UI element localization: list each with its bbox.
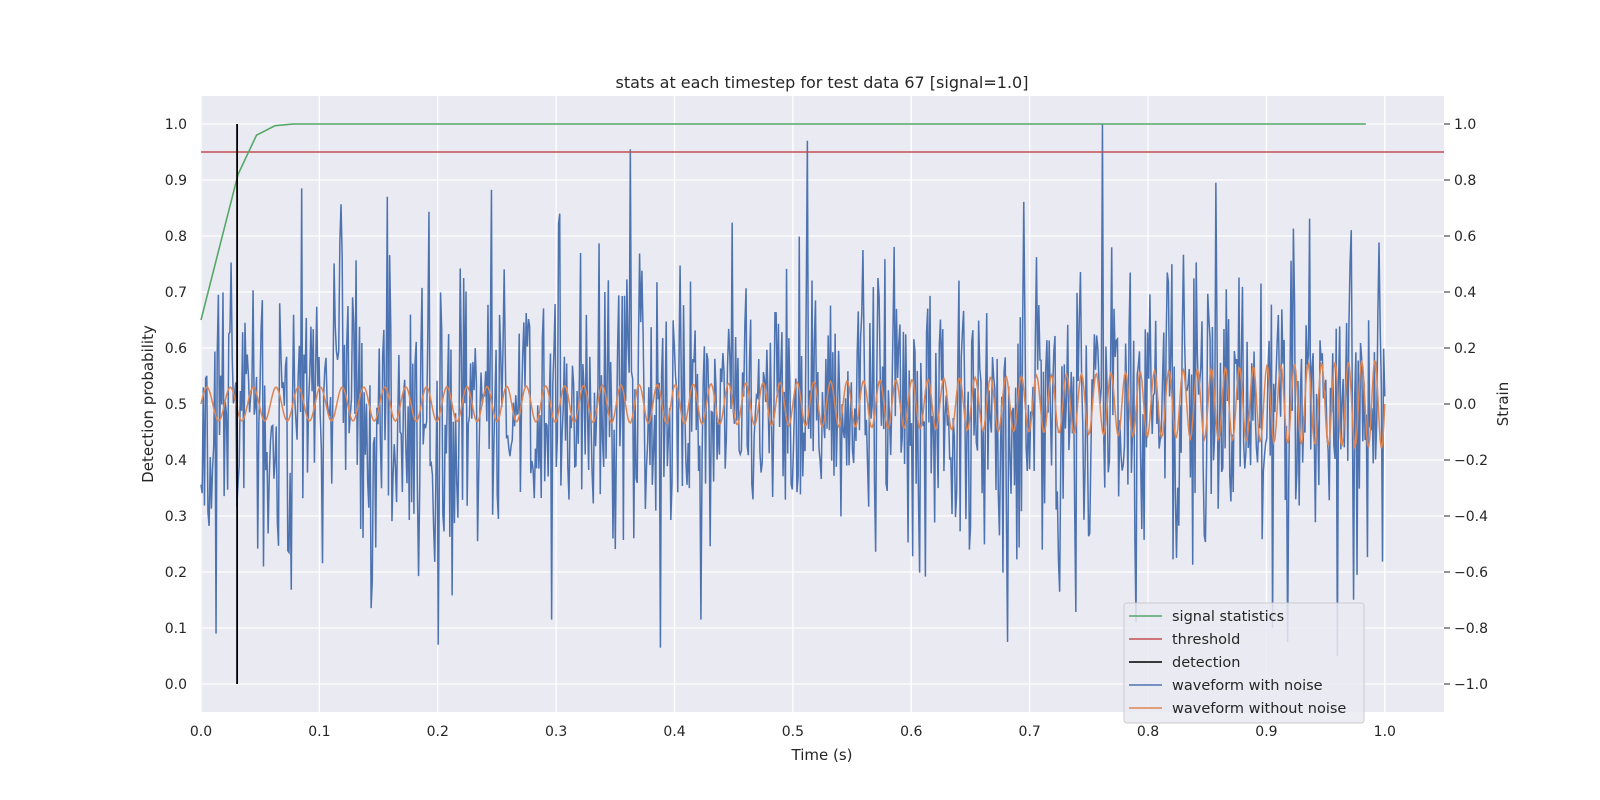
legend-box: [1123, 602, 1365, 724]
x-tick-label: 0.9: [1255, 724, 1277, 740]
y-right-tick-label: 1.0: [1454, 117, 1476, 133]
y-right-tick-label: 0.8: [1454, 173, 1476, 189]
x-tick-label: 0.4: [663, 724, 685, 740]
legend-label-threshold: threshold: [1172, 632, 1240, 648]
y-left-tick-label: 0.2: [165, 565, 187, 581]
x-tick-label: 0.7: [1019, 724, 1041, 740]
x-axis-label: Time (s): [791, 746, 853, 764]
series-waveform-with-noise: [200, 123, 1386, 657]
y-axis-left-label: Detection probability: [139, 325, 157, 483]
x-tick-label: 0.6: [900, 724, 922, 740]
x-tick-label: 1.0: [1374, 724, 1396, 740]
x-tick-label: 0.3: [545, 724, 567, 740]
series-layer: [200, 123, 1444, 684]
y-right-tick-label: 0.0: [1454, 397, 1476, 413]
x-tick-label: 0.0: [190, 724, 212, 740]
legend-label-waveform-with-noise: waveform with noise: [1172, 678, 1323, 694]
legend-label-signal-statistics: signal statistics: [1172, 609, 1284, 625]
chart-title: stats at each timestep for test data 67 …: [616, 73, 1029, 92]
x-tick-label: 0.5: [782, 724, 804, 740]
y-right-tick-label: 0.4: [1454, 285, 1476, 301]
x-tick-label: 0.2: [427, 724, 449, 740]
y-left-tick-label: 0.8: [165, 229, 187, 245]
y-left-tick-label: 0.6: [165, 341, 187, 357]
ticks: 0.0 0.1 0.2 0.3 0.4 0.5 0.6 0.7 0.8 0.9 1.0 0.0 0.1 0…: [165, 117, 1488, 740]
y-right-tick-label: −0.2: [1454, 453, 1488, 469]
y-left-tick-label: 1.0: [165, 117, 187, 133]
x-tick-label: 0.1: [308, 724, 330, 740]
y-left-tick-label: 0.5: [165, 397, 187, 413]
y-axis-right-label: Strain: [1494, 382, 1512, 426]
legend-label-detection: detection: [1172, 655, 1240, 671]
y-right-tick-label: −0.6: [1454, 565, 1488, 581]
y-left-tick-label: 0.1: [165, 621, 187, 637]
x-tick-label: 0.8: [1137, 724, 1159, 740]
series-signal-statistics: [200, 123, 1366, 321]
y-left-tick-label: 0.0: [165, 677, 187, 693]
legend: signal statistics threshold detection wa…: [1123, 602, 1365, 724]
y-right-tick-label: −0.8: [1454, 621, 1488, 637]
y-right-tick-label: −0.4: [1454, 509, 1488, 525]
y-left-tick-label: 0.3: [165, 509, 187, 525]
y-right-tick-label: −1.0: [1454, 677, 1488, 693]
y-left-tick-label: 0.9: [165, 173, 187, 189]
series-waveform-without-noise: [200, 360, 1386, 450]
y-right-tick-label: 0.6: [1454, 229, 1476, 245]
legend-label-waveform-without-noise: waveform without noise: [1172, 701, 1346, 717]
y-left-tick-label: 0.4: [165, 453, 187, 469]
y-right-tick-label: 0.2: [1454, 341, 1476, 357]
y-left-tick-label: 0.7: [165, 285, 187, 301]
